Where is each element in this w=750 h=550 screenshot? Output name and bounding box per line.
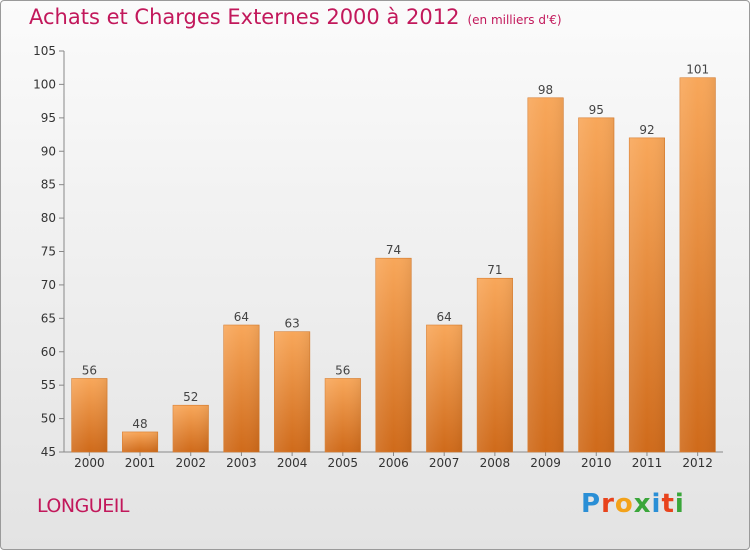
x-tick-label: 2004: [277, 456, 308, 470]
bar-shine: [223, 325, 260, 452]
y-tick-label: 55: [41, 378, 56, 392]
x-tick-label: 2011: [632, 456, 663, 470]
bar-shine: [527, 97, 564, 453]
bar-shine: [325, 378, 361, 452]
bars: [71, 77, 716, 453]
data-label: 98: [538, 83, 553, 97]
bar-shine: [629, 137, 665, 452]
data-label: 64: [234, 310, 249, 324]
brand-letter: o: [614, 489, 634, 519]
y-tick-label: 75: [41, 245, 56, 259]
data-label: 63: [284, 317, 299, 331]
y-tick-label: 85: [41, 178, 56, 192]
x-tick-label: 2009: [530, 456, 561, 470]
x-tick-label: 2000: [74, 456, 105, 470]
bar-shine: [679, 77, 716, 452]
bar-shine: [274, 331, 310, 452]
data-label: 48: [132, 417, 147, 431]
bar-shine: [426, 325, 462, 452]
bar-shine: [375, 258, 412, 452]
data-label: 74: [386, 243, 401, 257]
x-tick-label: 2003: [226, 456, 257, 470]
brand-letter: t: [661, 489, 675, 519]
y-tick-label: 45: [41, 445, 56, 459]
axes: 45 50 55 60 65 70 75 80 85 90 95 100 105 2000 2001 2002…: [33, 44, 723, 470]
y-tick-label: 90: [41, 144, 56, 158]
location-name: LONGUEIL: [37, 495, 129, 517]
brand-letter: i: [651, 489, 662, 519]
data-label: 64: [437, 310, 452, 324]
y-tick-label: 50: [41, 412, 56, 426]
brand-letter: i: [674, 489, 685, 519]
x-tick-label: 2002: [175, 456, 206, 470]
data-label: 95: [589, 103, 604, 117]
y-tick-label: 60: [41, 345, 56, 359]
bar-shine: [578, 117, 615, 452]
bar-shine: [122, 431, 158, 452]
x-tick-label: 2006: [378, 456, 409, 470]
x-tick-label: 2012: [682, 456, 713, 470]
x-tick-label: 2007: [429, 456, 460, 470]
data-label: 101: [686, 63, 709, 77]
brand-letter: r: [601, 489, 615, 519]
bar-shine: [71, 378, 108, 452]
data-label: 71: [487, 263, 502, 277]
bar-shine: [172, 405, 209, 452]
brand-letter: P: [581, 489, 602, 519]
data-label: 56: [335, 363, 350, 377]
data-label: 92: [639, 123, 654, 137]
brand-logo: Proxiti: [581, 489, 685, 519]
y-tick-label: 95: [41, 111, 56, 125]
data-labels: 56 48 52 64 63 56 74 64 71 98 95 92 101: [82, 63, 709, 431]
x-tick-label: 2001: [125, 456, 156, 470]
chart-title-text: Achats et Charges Externes 2000 à 2012: [29, 5, 460, 29]
x-tick-label: 2005: [328, 456, 359, 470]
y-tick-label: 80: [41, 211, 56, 225]
brand-letter: x: [633, 489, 652, 519]
y-tick-label: 65: [41, 311, 56, 325]
chart-subtitle: (en milliers d'€): [467, 13, 562, 27]
y-tick-label: 105: [33, 44, 56, 58]
data-label: 52: [183, 390, 198, 404]
x-tick-label: 2010: [581, 456, 612, 470]
chart-title: Achats et Charges Externes 2000 à 2012 (e…: [29, 5, 562, 29]
x-tick-label: 2008: [480, 456, 511, 470]
y-tick-label: 70: [41, 278, 56, 292]
bar-shine: [477, 278, 513, 452]
y-tick-label: 100: [33, 77, 56, 91]
data-label: 56: [82, 363, 97, 377]
